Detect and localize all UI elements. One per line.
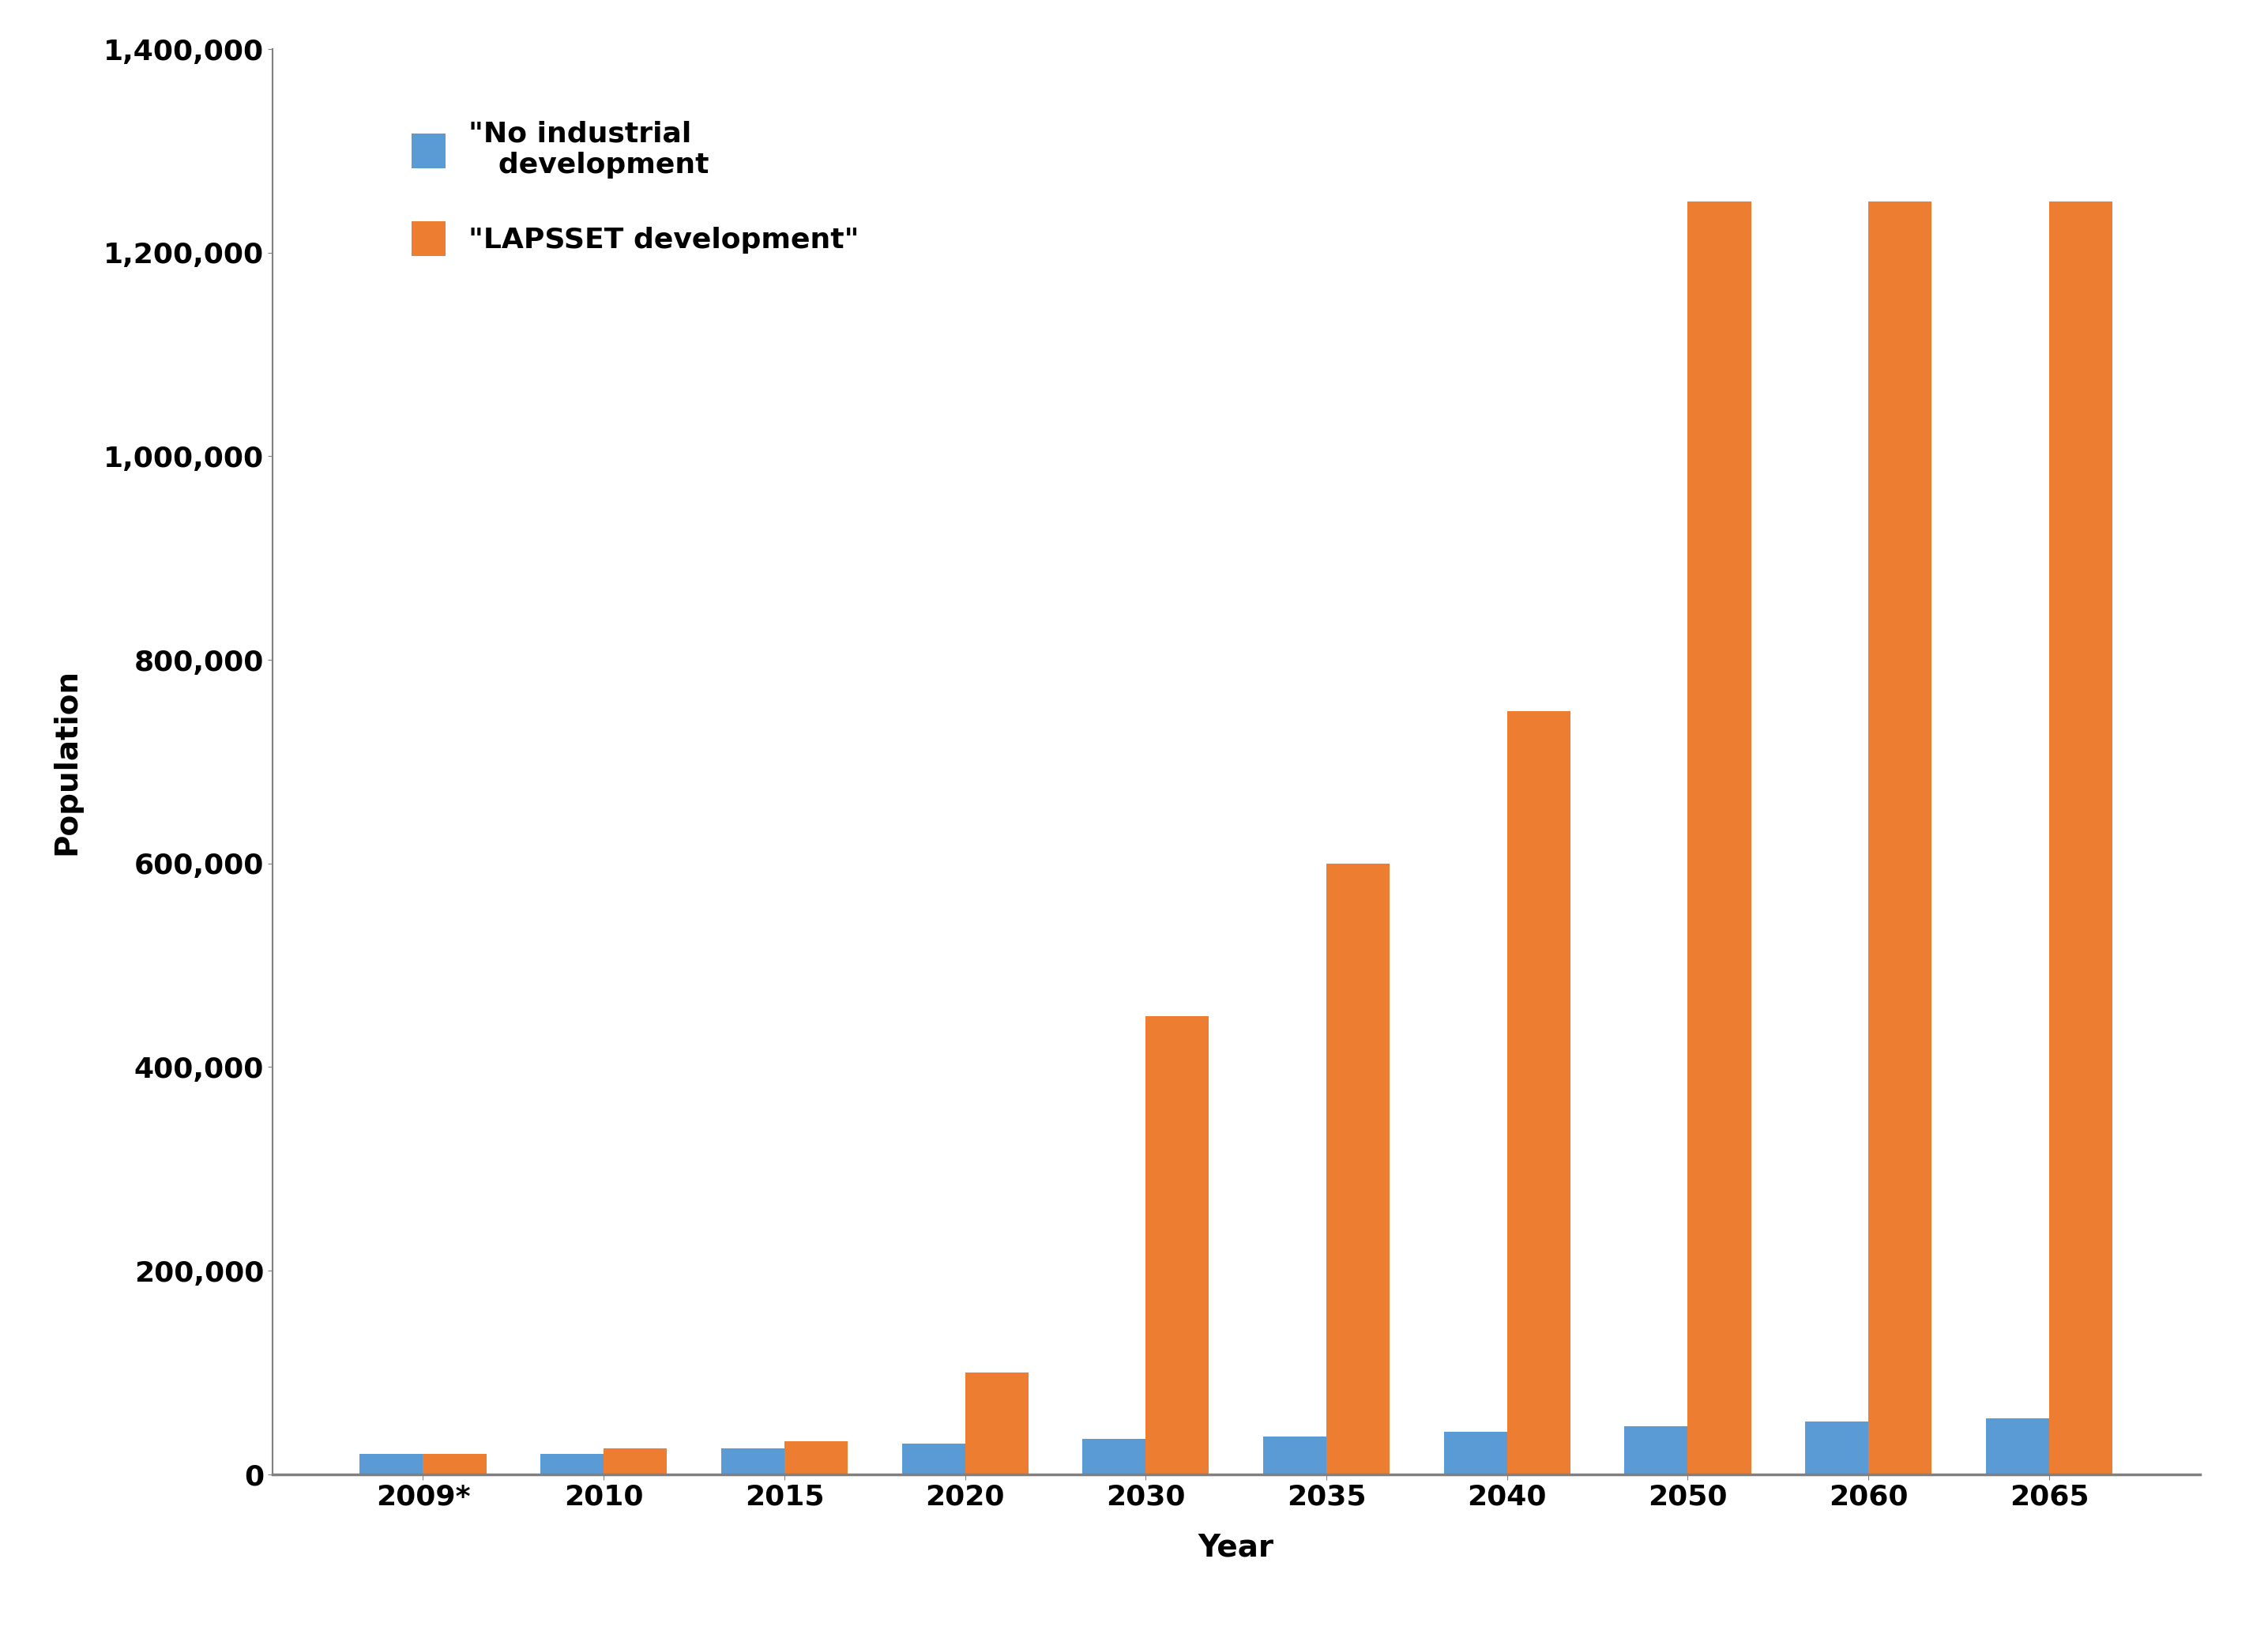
Bar [2048,201,2112,1474]
Bar [1263,1437,1327,1474]
Bar [1082,1438,1145,1474]
Bar [540,1455,603,1474]
Bar [603,1448,667,1474]
Bar [1987,1419,2048,1474]
Bar [1327,863,1390,1474]
Bar [1805,1422,1869,1474]
Legend: "No industrial
   development, "LAPSSET development": "No industrial development, "LAPSSET dev… [383,92,887,285]
Bar [1687,201,1751,1474]
Bar [1145,1016,1209,1474]
Bar [721,1448,785,1474]
Bar [361,1455,424,1474]
Bar [785,1441,848,1474]
Bar [966,1373,1027,1474]
Bar [903,1443,966,1474]
Bar [1869,201,1932,1474]
Bar [1506,711,1569,1474]
Bar [1624,1427,1687,1474]
X-axis label: Year: Year [1198,1532,1275,1563]
Y-axis label: Population: Population [52,668,82,855]
Bar [1445,1432,1506,1474]
Bar [424,1455,485,1474]
